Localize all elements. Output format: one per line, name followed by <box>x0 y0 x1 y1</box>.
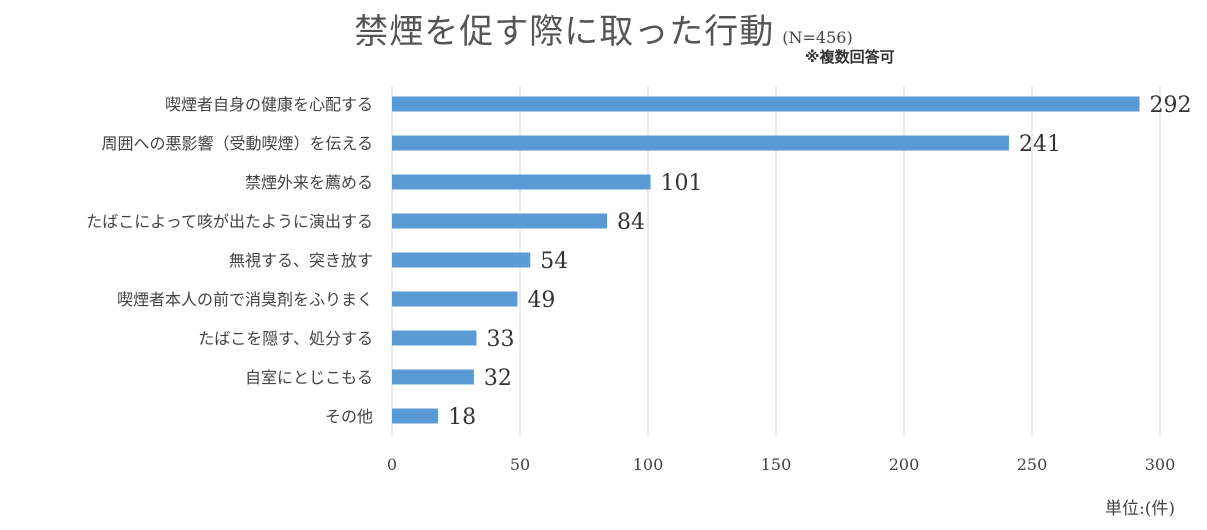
chart-title: 禁煙を促す際に取った行動 <box>354 12 775 52</box>
unit-label: 単位:(件) <box>1105 499 1175 519</box>
category-label: 喫煙者本人の前で消臭剤をふりまく <box>117 290 373 309</box>
x-tick-label: 0 <box>387 455 397 474</box>
chart-title-area: 禁煙を促す際に取った行動 (N=456) <box>0 4 1207 53</box>
data-label: 101 <box>661 171 703 196</box>
x-tick-label: 150 <box>761 455 792 474</box>
data-label: 33 <box>486 327 514 352</box>
category-label: 禁煙外来を薦める <box>245 173 373 192</box>
x-tick-label: 50 <box>510 455 530 474</box>
data-label: 32 <box>484 366 512 391</box>
data-label: 49 <box>527 288 555 313</box>
data-label: 84 <box>617 210 645 235</box>
bar <box>392 330 477 346</box>
x-tick-label: 100 <box>633 455 664 474</box>
bar <box>392 252 531 268</box>
x-tick-label: 200 <box>889 455 920 474</box>
chart-note: ※複数回答可 <box>805 48 895 66</box>
x-tick-label: 300 <box>1145 455 1176 474</box>
data-label: 292 <box>1150 93 1192 118</box>
bar <box>392 174 651 190</box>
bar <box>392 135 1009 151</box>
bar <box>392 291 518 307</box>
category-label: 周囲への悪影響（受動喫煙）を伝える <box>101 134 373 153</box>
data-label: 18 <box>448 405 476 430</box>
data-label: 54 <box>540 249 568 274</box>
category-label: たばこによって咳が出たように演出する <box>86 212 373 231</box>
bar <box>392 96 1140 112</box>
bar <box>392 408 439 424</box>
bar <box>392 369 474 385</box>
chart-sample-size: (N=456) <box>782 28 853 47</box>
data-label: 241 <box>1019 132 1061 157</box>
bar <box>392 213 608 229</box>
x-tick-label: 250 <box>1017 455 1048 474</box>
category-label: 自室にとじこもる <box>245 368 373 387</box>
category-label: たばこを隠す、処分する <box>198 329 373 348</box>
category-label: その他 <box>325 407 373 426</box>
category-label: 喫煙者自身の健康を心配する <box>165 95 373 114</box>
category-label: 無視する、突き放す <box>229 251 373 270</box>
